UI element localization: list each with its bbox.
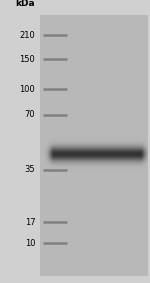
Text: 10: 10 [25,239,35,248]
Text: 150: 150 [20,55,35,64]
Text: 70: 70 [25,110,35,119]
Text: 210: 210 [20,31,35,40]
Text: 17: 17 [25,218,35,227]
Text: kDa: kDa [16,0,35,8]
Text: 35: 35 [25,165,35,174]
Text: 100: 100 [20,85,35,94]
